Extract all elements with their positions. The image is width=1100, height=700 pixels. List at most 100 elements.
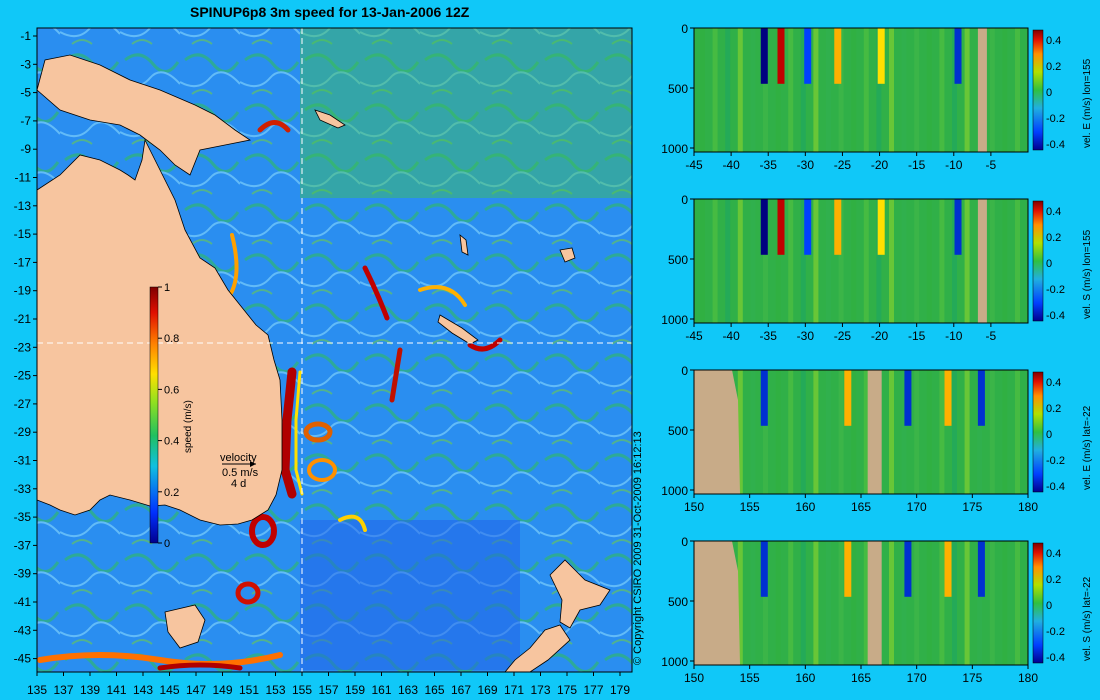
velocity-key-title: velocity [220, 452, 257, 464]
section-stripe [838, 199, 844, 323]
section-x-tick-label: 170 [907, 500, 927, 514]
section-x-tick-label: -30 [797, 329, 815, 343]
east-australian-current-edge [294, 370, 304, 496]
section-y-tick-label: 0 [681, 193, 688, 207]
section-colorbar-tick-label: 0.4 [1046, 206, 1061, 218]
section-stripe [737, 541, 743, 665]
coral-sea-filament-4 [257, 120, 291, 133]
section-colorbar-tick-label: 0 [1046, 258, 1052, 270]
copyright-notice: © Copyright CSIRO 2009 31-Oct-2009 16:12… [632, 431, 644, 665]
section-label: vel. S (m/s) lon=155 [1082, 229, 1093, 319]
section-stripe [977, 541, 983, 665]
section-field [694, 28, 1028, 152]
map-lat-tick-label: -45 [14, 652, 32, 666]
map-lon-tick-label: 161 [371, 683, 391, 697]
map-lon-tick-label: 147 [186, 683, 206, 697]
map-lon-tick-label: 179 [610, 683, 630, 697]
section-x-tick-label: 150 [684, 500, 704, 514]
map-lat-tick-label: -19 [14, 284, 32, 298]
section-jet [844, 370, 852, 426]
section-x-tick-label: -40 [722, 329, 740, 343]
map-lat-tick-label: -37 [14, 538, 32, 552]
section-stripe [788, 541, 794, 665]
section-stripe [939, 28, 945, 152]
section-x-tick-label: 165 [851, 671, 871, 685]
section-stripe [1002, 28, 1008, 152]
speed-colorbar-tick-label: 0.6 [164, 384, 179, 396]
map-lon-tick-label: 159 [345, 683, 365, 697]
section-stripe [813, 199, 819, 323]
section-stripe [939, 541, 945, 665]
section-y-tick-label: 1000 [661, 484, 688, 498]
section-jet [760, 370, 768, 426]
section-stripe [989, 199, 995, 323]
section-stripe [901, 541, 907, 665]
section-stripe [851, 199, 857, 323]
section-y-tick-label: 0 [681, 364, 688, 378]
section-stripe [914, 199, 920, 323]
map-lon-tick-label: 141 [106, 683, 126, 697]
section-colorbar-tick-label: 0 [1046, 600, 1052, 612]
section-x-tick-label: -45 [685, 158, 703, 172]
section-stripe [939, 199, 945, 323]
section-field [694, 541, 1028, 665]
section-x-tick-label: 180 [1018, 500, 1038, 514]
section-x-tick-label: -5 [986, 329, 997, 343]
section-x-tick-label: -30 [797, 158, 815, 172]
coral-sea-filament-2 [418, 285, 467, 307]
section-stripe [952, 199, 957, 323]
section-stripe [863, 541, 869, 665]
speed-colorbar-tick-label: 1 [164, 282, 170, 294]
speed-colorbar: 0 0.2 0.4 0.6 0.8 1 [149, 282, 179, 550]
section-stripe [763, 28, 768, 152]
section-stripe [725, 28, 731, 152]
section-stripe [788, 28, 794, 152]
section-jet [904, 370, 912, 426]
section-stripe [876, 28, 882, 152]
section-colorbar [1032, 200, 1044, 322]
section-x-tick-label: -35 [760, 329, 778, 343]
section-jet [877, 28, 885, 84]
map-lat-tick-label: -7 [20, 114, 31, 128]
section-stripe [914, 28, 920, 152]
new-guinea-land [36, 54, 252, 176]
section-stripe [700, 199, 705, 323]
fiji-land [559, 247, 576, 263]
map-lon-tick-label: 177 [583, 683, 603, 697]
section-panel-1: -45 -40 -35 -30 -25 -20 -15 -10 -5 0 500 1000 0.4 0.2… [661, 22, 1065, 172]
section-jet [944, 370, 952, 426]
section-stripe [750, 28, 756, 152]
map-lon-tick-label: 137 [53, 683, 73, 697]
section-y-tick-label: 1000 [661, 313, 688, 327]
section-stripe [813, 28, 819, 152]
section-stripe [712, 199, 718, 323]
map-lat-axis: -1 -3 -5 -7 -9 -11 -13 -15 -17 -19 -21 -23 -25 -27 -29… [14, 29, 37, 666]
vanuatu-land [459, 234, 469, 256]
section-stripe [952, 28, 957, 152]
section-y-tick-label: 1000 [661, 655, 688, 669]
map-lon-tick-label: 169 [477, 683, 497, 697]
section-colorbar-tick-label: 0.4 [1046, 377, 1061, 389]
map-lat-tick-label: -1 [20, 29, 31, 43]
section-colorbar-tick-label: -0.4 [1046, 310, 1065, 322]
map-panel: 135 137 139 141 143 145 147 149 151 153 155 157 159 1… [14, 27, 633, 697]
section-x-tick-label: 175 [962, 671, 982, 685]
section-stripe [952, 370, 957, 494]
speed-colorbar-label: speed (m/s) [183, 400, 194, 453]
coral-sea-filament-6 [228, 233, 239, 297]
speed-colorbar-tick-label: 0 [164, 538, 170, 550]
map-lon-tick-label: 167 [451, 683, 471, 697]
section-land [867, 541, 882, 665]
section-y-tick-label: 1000 [661, 142, 688, 156]
section-stripe [914, 541, 920, 665]
map-lat-tick-label: -39 [14, 567, 32, 581]
section-colorbar-tick-label: 0 [1046, 429, 1052, 441]
map-lat-tick-label: -3 [20, 57, 31, 71]
section-panel-2: -45 -40 -35 -30 -25 -20 -15 -10 -5 0 500 1000 0.4 0.2… [661, 193, 1065, 343]
section-stripe [800, 199, 806, 323]
section-x-tick-label: 165 [851, 500, 871, 514]
new-caledonia-land [437, 314, 479, 345]
section-x-tick-label: -45 [685, 329, 703, 343]
speed-colorbar-tick-label: 0.2 [164, 487, 179, 499]
